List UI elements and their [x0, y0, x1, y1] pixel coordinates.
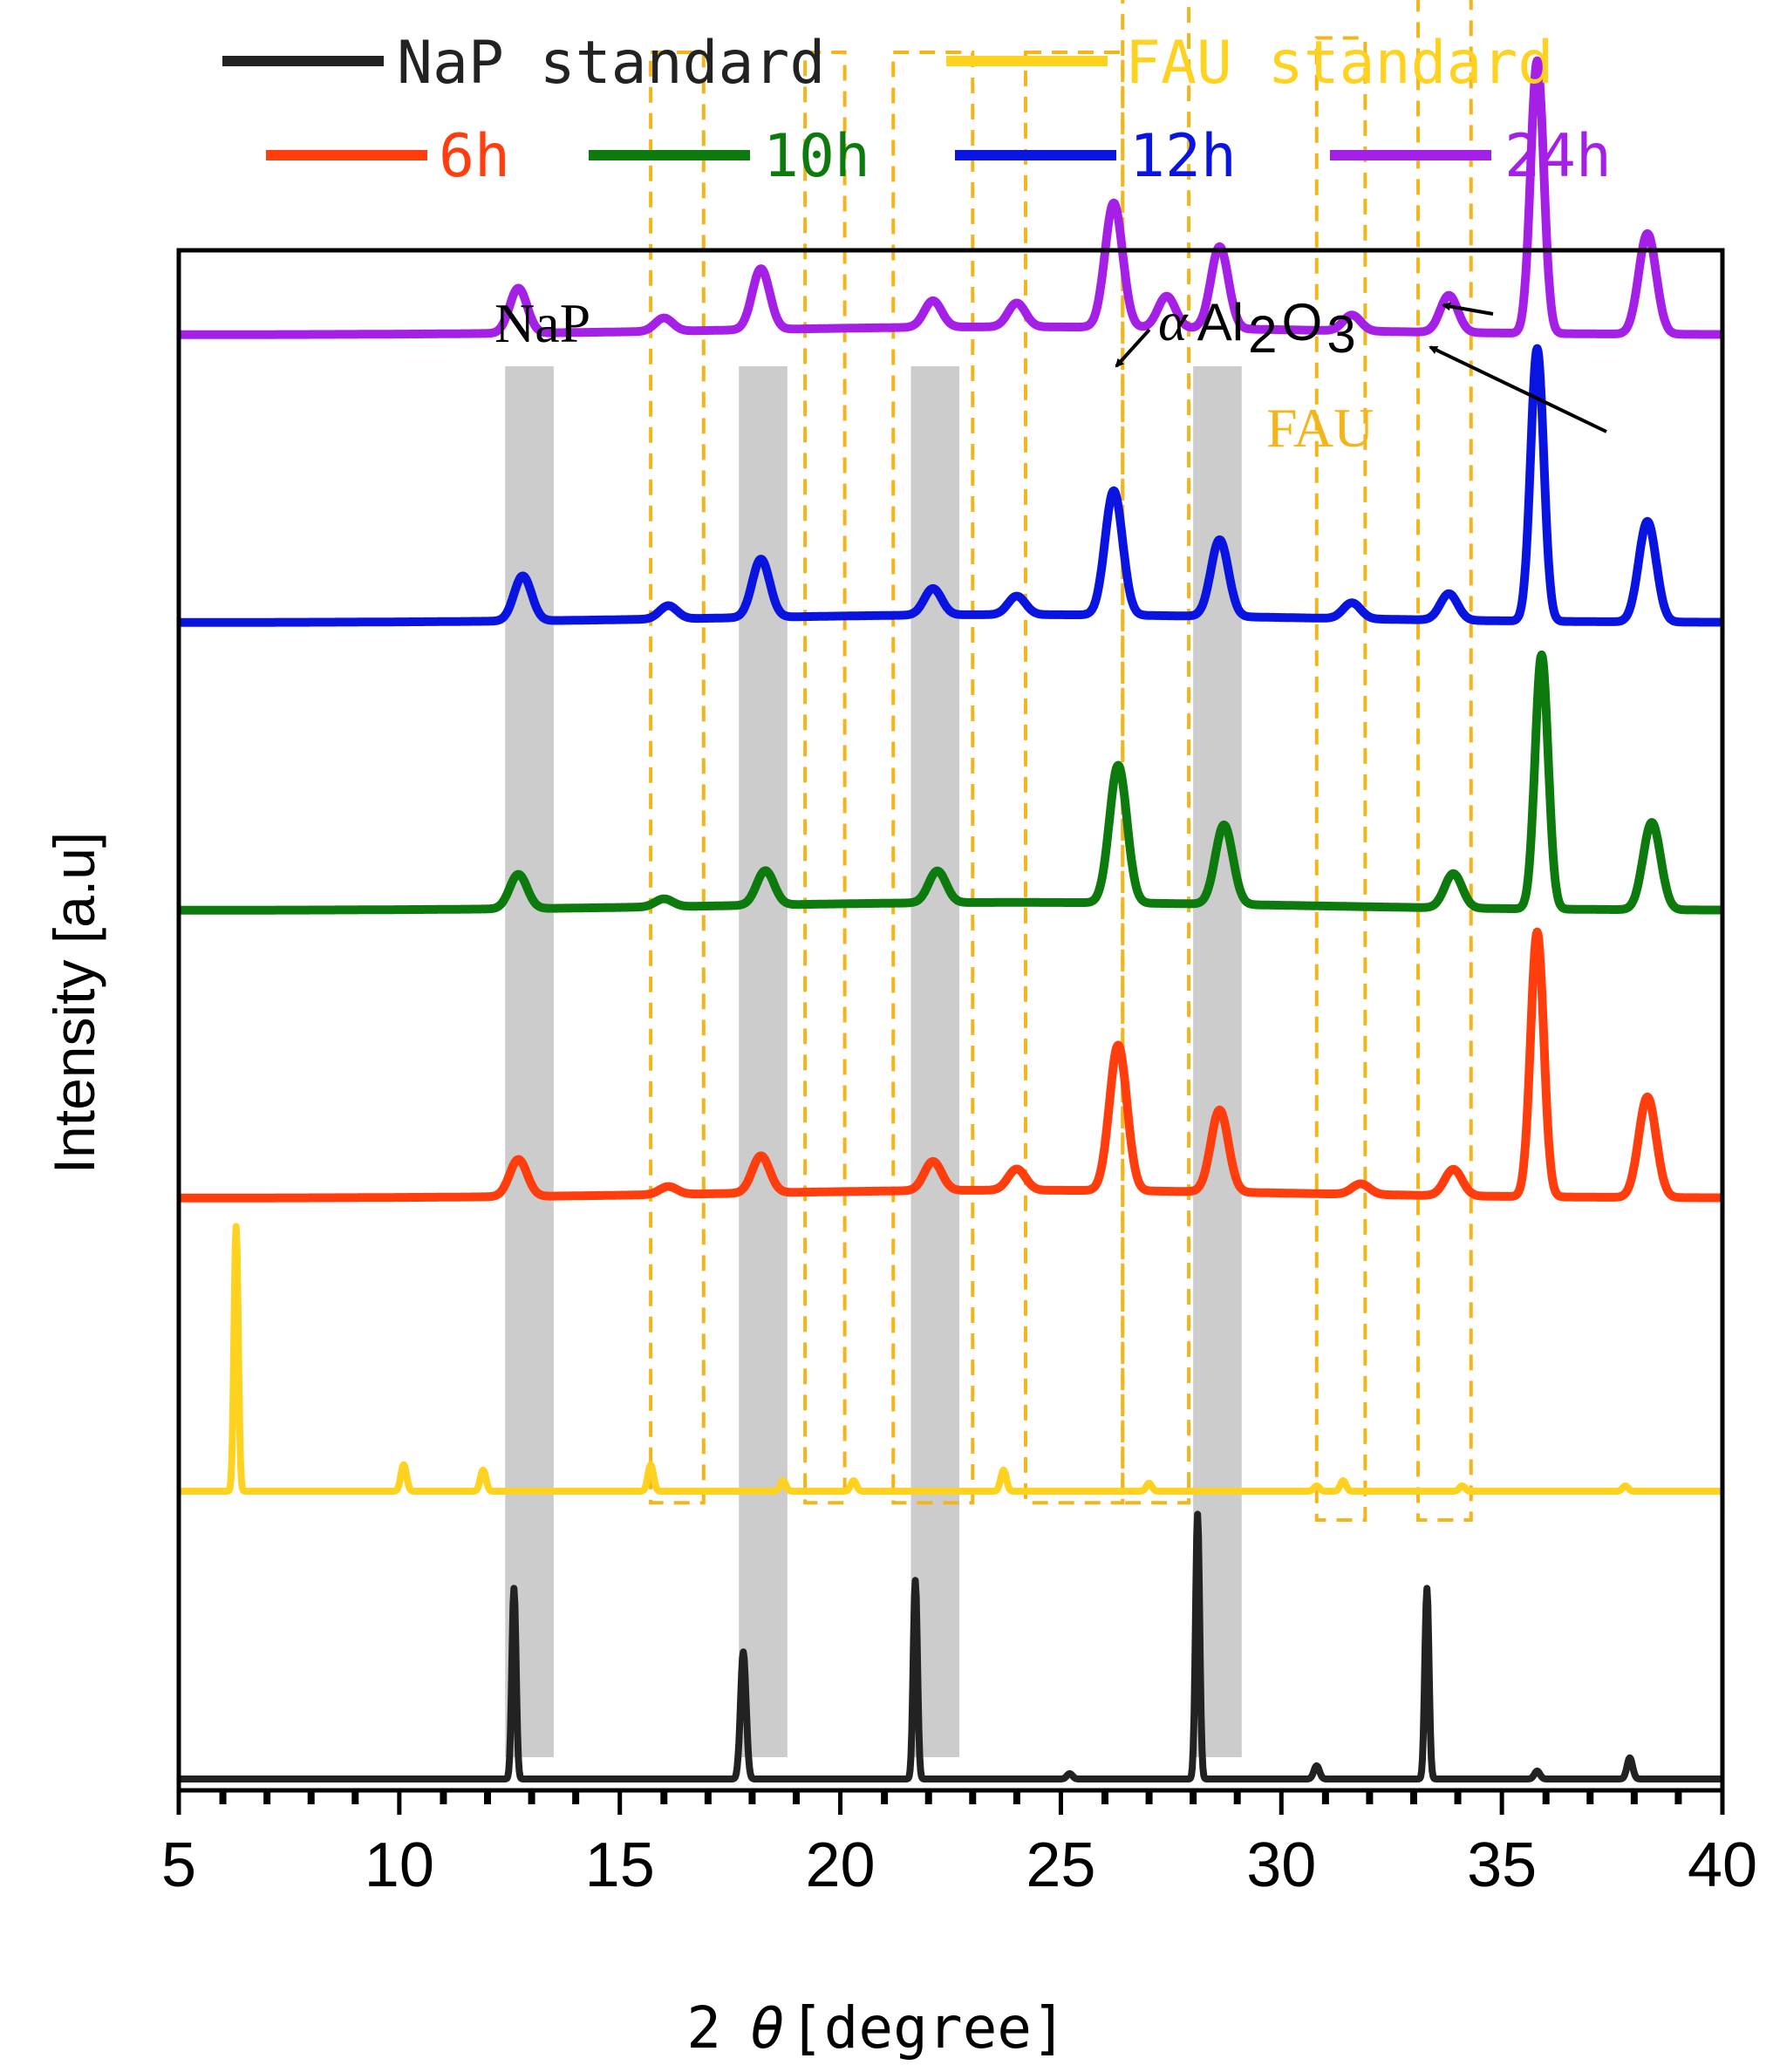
fau-box-5: [1121, 0, 1191, 1505]
alpha-al2o3-label: α Al 2 O 3: [1158, 290, 1356, 364]
legend-label-24h: 24h: [1504, 122, 1612, 191]
series-fau-standard: [176, 1223, 1725, 1495]
series-nap-standard: [176, 1510, 1725, 1782]
legend-label-fau-standard: FAU standard: [1125, 29, 1553, 98]
y-axis-title: Intensity [a.u]: [42, 832, 106, 1175]
series-10h: [175, 650, 1726, 915]
x-tick-label-20: 20: [806, 1830, 876, 1900]
x-tick-label-40: 40: [1688, 1830, 1757, 1900]
x-tick-label-25: 25: [1026, 1830, 1095, 1900]
legend: NaP standard FAU standard 6h 10h 12h 24h: [222, 29, 1612, 191]
annotations: NaP FAU α Al 2 O 3: [494, 290, 1607, 459]
alpha-sub-2: 2: [1248, 305, 1277, 364]
plot-frame: [176, 248, 1725, 1793]
nap-band-3: [910, 366, 960, 1757]
x-tick-label-35: 35: [1467, 1830, 1537, 1900]
series-6h: [175, 927, 1726, 1203]
x-axis-title-prefix: 2: [686, 1994, 721, 2062]
x-tick-label-30: 30: [1246, 1830, 1316, 1900]
fau-box-2: [803, 51, 847, 1505]
nap-band-2: [739, 366, 788, 1757]
x-tick-label-5: 5: [161, 1830, 196, 1900]
fau-label: FAU: [1266, 397, 1374, 459]
nap-band-1: [505, 366, 554, 1757]
nap-label: NaP: [494, 292, 590, 354]
arrow-to-26-peak: [1115, 328, 1151, 368]
x-tick-label-10: 10: [365, 1830, 434, 1900]
x-axis-title: 2 θ [degree]: [686, 1994, 1067, 2062]
series-24h: [175, 56, 1726, 339]
arrow-to-38-peak: [1429, 345, 1607, 433]
fau-box-4: [1023, 51, 1125, 1505]
x-axis-title-theta: θ: [750, 1994, 785, 2062]
arrow-to-35-peak: [1442, 302, 1494, 316]
legend-label-nap-standard: NaP standard: [397, 29, 825, 98]
fau-box-3: [891, 51, 975, 1505]
x-axis-title-suffix: [degree]: [789, 1994, 1067, 2062]
legend-label-12h: 12h: [1129, 122, 1237, 191]
alpha-symbol: α: [1158, 290, 1189, 352]
series-12h: [175, 344, 1726, 627]
alpha-o: O: [1282, 293, 1323, 351]
x-ticks: 5 10 15 20 25 30 35 40: [161, 1790, 1757, 1900]
alpha-sub-3: 3: [1326, 305, 1355, 364]
x-tick-label-15: 15: [585, 1830, 655, 1900]
fau-box-7: [1416, 0, 1473, 1522]
fau-box-1: [649, 51, 706, 1505]
legend-label-6h: 6h: [439, 122, 510, 191]
series-layer: [175, 56, 1726, 1782]
fau-box-6: [1314, 36, 1367, 1522]
legend-label-10h: 10h: [763, 122, 870, 191]
alpha-al: Al: [1197, 293, 1244, 351]
